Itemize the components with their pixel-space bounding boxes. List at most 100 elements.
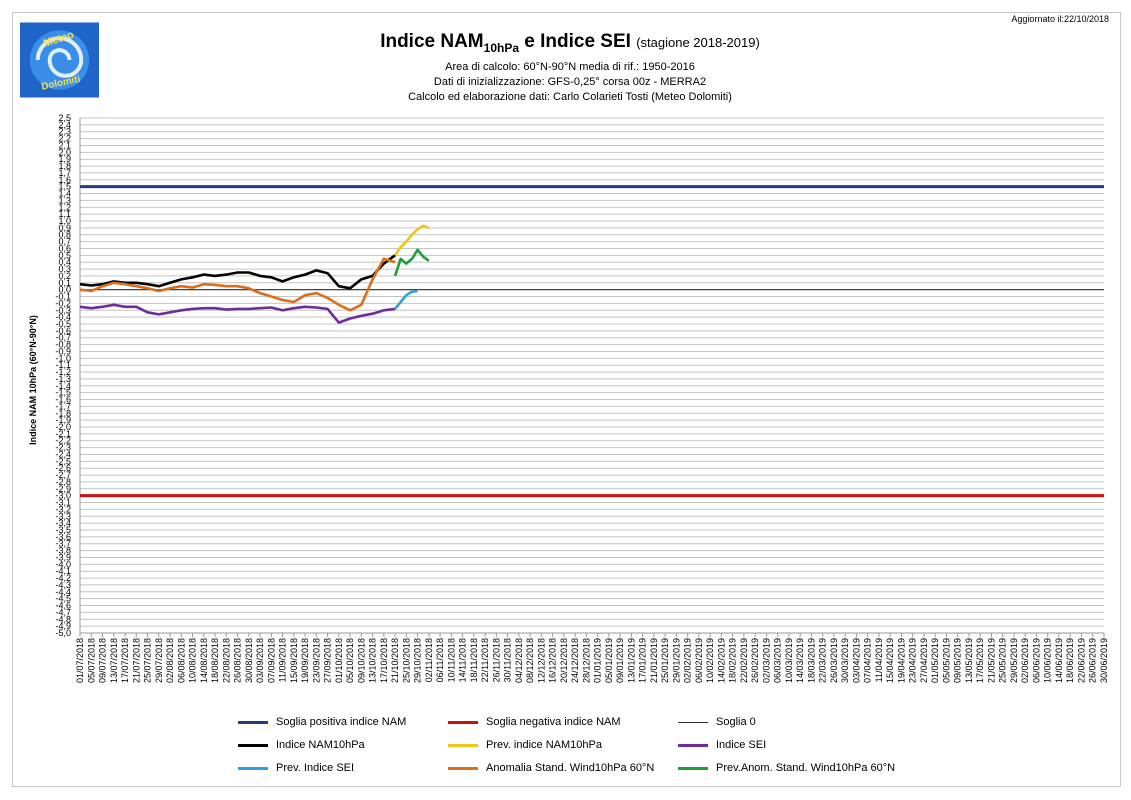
x-tick-label: 11/04/2019 — [874, 638, 884, 682]
legend-swatch — [448, 743, 478, 747]
x-tick-label: 14/02/2019 — [716, 638, 726, 683]
y-tick-label: -1,1 — [55, 360, 71, 370]
x-tick-label: 22/06/2019 — [1076, 638, 1086, 683]
y-tick-label: -1,4 — [55, 381, 71, 391]
legend-label: Soglia 0 — [716, 716, 756, 728]
x-tick-label: 11/09/2018 — [278, 638, 288, 682]
legend-label: Prev. Indice SEI — [276, 762, 355, 774]
y-tick-label: -0,5 — [55, 319, 71, 329]
y-tick-label: 0,7 — [58, 237, 71, 247]
x-tick-label: 21/07/2018 — [131, 638, 141, 683]
x-tick-label: 19/04/2019 — [896, 638, 906, 683]
y-tick-label: -4,2 — [55, 573, 71, 583]
x-tick-label: 03/04/2019 — [851, 638, 861, 683]
y-tick-label: 0,9 — [58, 223, 71, 233]
x-tick-label: 06/08/2018 — [176, 638, 186, 683]
series-line — [79, 257, 396, 312]
x-tick-label: 14/11/2018 — [458, 638, 468, 682]
y-tick-label: -1,3 — [55, 374, 71, 384]
x-tick-label: 28/12/2018 — [581, 638, 591, 683]
x-tick-label: 26/08/2018 — [233, 638, 243, 683]
y-tick-label: -4,1 — [55, 566, 71, 576]
legend-item: Soglia negativa indice NAM — [448, 716, 621, 728]
x-tick-label: 13/07/2018 — [109, 638, 119, 683]
y-tick-label: 2,4 — [58, 120, 71, 130]
y-tick-label: -0,3 — [55, 305, 71, 315]
x-tick-label: 16/12/2018 — [548, 638, 558, 683]
y-tick-label: -0,1 — [55, 292, 71, 302]
x-tick-label: 26/03/2019 — [829, 638, 839, 683]
y-tick-label: -2,7 — [55, 470, 71, 480]
legend-item: Soglia 0 — [678, 716, 756, 728]
y-tick-label: 0,2 — [58, 271, 71, 281]
y-tick-label: -0,4 — [55, 312, 71, 322]
y-tick-label: -0,8 — [55, 340, 71, 350]
legend-label: Indice SEI — [716, 739, 767, 751]
x-tick-label: 24/12/2018 — [570, 638, 580, 683]
x-tick-label: 17/10/2018 — [379, 638, 389, 683]
x-tick-label: 06/06/2019 — [1031, 638, 1041, 683]
legend-item: Indice SEI — [678, 739, 766, 751]
legend-swatch — [448, 766, 478, 770]
y-tick-label: 0,3 — [58, 264, 71, 274]
legend-item: Prev.Anom. Stand. Wind10hPa 60°N — [678, 762, 895, 774]
legend-item: Anomalia Stand. Wind10hPa 60°N — [448, 762, 654, 774]
y-tick-label: -3,0 — [55, 491, 71, 501]
y-tick-label: -2,2 — [55, 436, 71, 446]
y-tick-label: 1,7 — [58, 168, 71, 178]
x-tick-label: 09/07/2018 — [98, 638, 108, 683]
y-tick-label: -1,8 — [55, 408, 71, 418]
x-tick-label: 07/04/2019 — [863, 638, 873, 683]
y-tick-label: 0,8 — [58, 230, 71, 240]
x-tick-label: 02/06/2019 — [1020, 638, 1030, 683]
y-tick-label: -3,9 — [55, 552, 71, 562]
legend-label: Indice NAM10hPa — [276, 739, 365, 751]
x-tick-label: 25/01/2019 — [660, 638, 670, 683]
x-tick-label: 09/10/2018 — [356, 638, 366, 683]
x-tick-label: 05/05/2019 — [941, 638, 951, 683]
x-tick-label: 29/10/2018 — [413, 638, 423, 683]
y-tick-label: 0,4 — [58, 257, 71, 267]
y-tick-label: -4,3 — [55, 580, 71, 590]
legend-item: Prev. indice NAM10hPa — [448, 739, 602, 751]
x-tick-label: 22/11/2018 — [480, 638, 490, 682]
x-tick-label: 06/03/2019 — [773, 638, 783, 683]
x-tick-label: 27/09/2018 — [323, 638, 333, 683]
x-tick-label: 25/10/2018 — [401, 638, 411, 683]
chart-legend: Soglia positiva indice NAM Soglia negativ… — [238, 712, 958, 782]
x-tick-label: 10/03/2019 — [784, 638, 794, 683]
x-tick-label: 14/08/2018 — [199, 638, 209, 683]
updated-date: Aggiornato il:22/10/2018 — [1011, 14, 1109, 24]
x-tick-label: 25/07/2018 — [143, 638, 153, 683]
x-tick-label: 13/01/2019 — [626, 638, 636, 683]
y-tick-label: -5,0 — [55, 628, 71, 638]
y-tick-label: 1,6 — [58, 175, 71, 185]
legend-swatch — [678, 766, 708, 770]
x-tick-label: 06/11/2018 — [435, 638, 445, 682]
legend-label: Anomalia Stand. Wind10hPa 60°N — [486, 762, 655, 774]
meteo-dolomiti-logo: Meteo Dolomiti — [20, 22, 99, 98]
x-tick-label: 05/10/2018 — [345, 638, 355, 683]
x-tick-label: 14/03/2019 — [795, 638, 805, 683]
y-tick-label: -4,8 — [55, 614, 71, 624]
x-tick-label: 07/09/2018 — [266, 638, 276, 683]
x-tick-label: 15/04/2019 — [885, 638, 895, 683]
y-tick-label: -3,7 — [55, 539, 71, 549]
x-tick-label: 06/02/2019 — [694, 638, 704, 683]
legend-item: Indice NAM10hPa — [238, 739, 365, 751]
x-tick-label: 25/05/2019 — [998, 638, 1008, 683]
x-tick-label: 26/02/2019 — [750, 638, 760, 683]
chart-title: Indice NAM10hPa e Indice SEI (stagione 2… — [380, 31, 760, 55]
x-tick-label: 22/03/2019 — [818, 638, 828, 683]
x-tick-label: 18/02/2019 — [728, 638, 738, 683]
legend-label: Soglia positiva indice NAM — [276, 716, 407, 728]
x-tick-label: 18/03/2019 — [806, 638, 816, 683]
y-tick-label: -3,8 — [55, 546, 71, 556]
x-tick-label: 01/01/2019 — [593, 638, 603, 683]
y-tick-label: 0,6 — [58, 243, 71, 253]
y-tick-label: -2,0 — [55, 422, 71, 432]
y-tick-label: -2,1 — [55, 429, 71, 439]
y-tick-label: 1,3 — [58, 195, 71, 205]
subtitle-area: Area di calcolo: 60°N-90°N media di rif.… — [445, 60, 695, 73]
x-tick-label: 30/03/2019 — [840, 638, 850, 683]
